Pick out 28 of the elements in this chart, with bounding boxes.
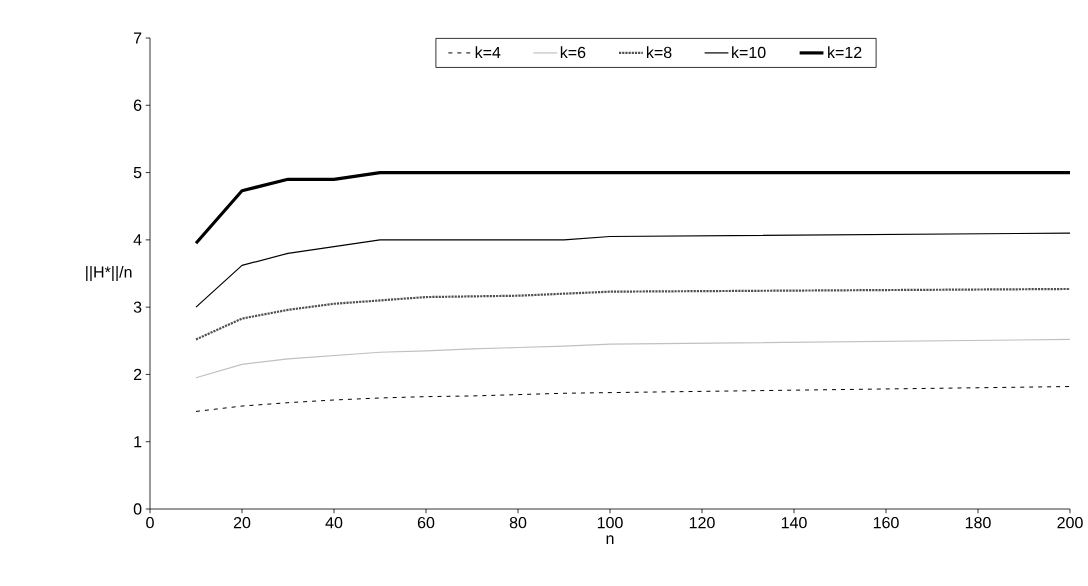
y-tick-label: 7 xyxy=(133,32,142,44)
y-tick-label: 5 xyxy=(133,166,142,179)
x-tick-label: 100 xyxy=(597,516,623,529)
line-series xyxy=(194,287,1071,341)
y-tick-label: 6 xyxy=(133,99,142,111)
x-tick-label: 140 xyxy=(781,516,807,529)
legend-label: k=8 xyxy=(646,46,672,59)
x-tick-label: 0 xyxy=(146,516,154,529)
legend-label: k=12 xyxy=(828,46,862,58)
x-tick-label: 200 xyxy=(1057,516,1083,529)
x-tick-label: 120 xyxy=(689,516,715,529)
y-axis-title: ||H*||/n xyxy=(86,266,132,281)
y-tick-label: 3 xyxy=(133,301,142,313)
y-tick-label: 1 xyxy=(134,436,142,448)
legend-label: k=6 xyxy=(560,46,586,59)
x-tick-label: 40 xyxy=(325,516,343,529)
legend-label: k=10 xyxy=(732,46,766,59)
x-axis-title: n xyxy=(606,535,614,544)
y-tick-label: 4 xyxy=(133,234,142,246)
y-tick-label: 2 xyxy=(133,368,142,381)
x-tick-label: 60 xyxy=(417,516,435,529)
legend-label: k=4 xyxy=(475,46,501,58)
line-series xyxy=(195,386,1071,412)
y-tick-label: 0 xyxy=(133,503,142,515)
x-tick-label: 20 xyxy=(233,516,251,529)
x-tick-label: 160 xyxy=(873,516,899,529)
x-tick-label: 80 xyxy=(509,516,527,529)
x-tick-label: 180 xyxy=(965,516,991,529)
